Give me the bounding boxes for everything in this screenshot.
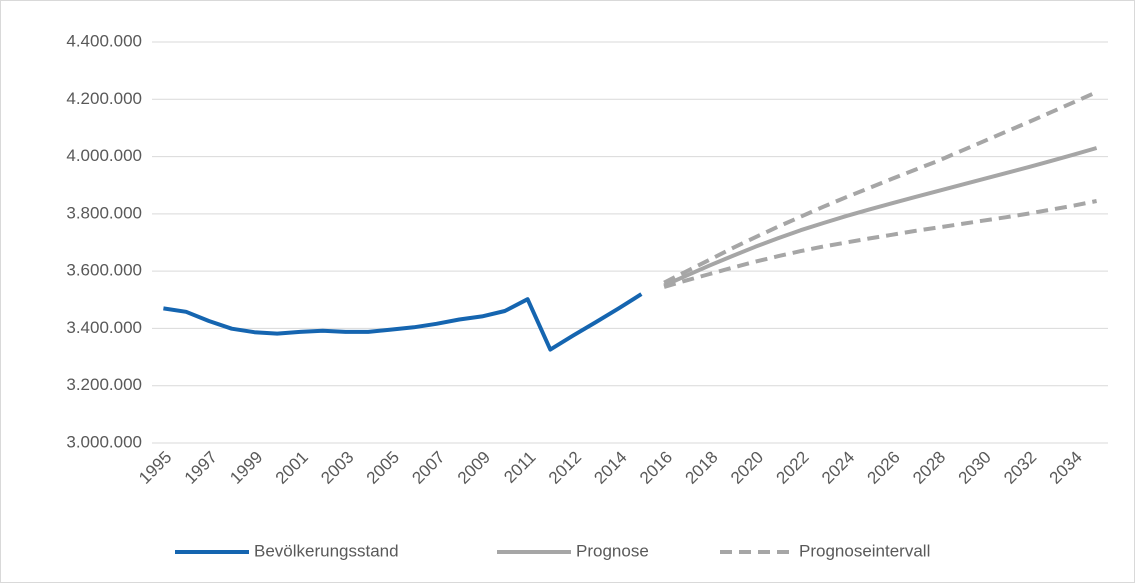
y-tick-label: 3.400.000	[66, 318, 142, 337]
legend-label: Prognose	[576, 541, 649, 560]
legend-label: Prognoseintervall	[799, 541, 930, 560]
y-tick-label: 4.000.000	[66, 146, 142, 165]
series-line	[663, 199, 1097, 289]
y-tick-label: 3.800.000	[66, 203, 142, 222]
y-tick-label: 3.200.000	[66, 375, 142, 394]
y-tick-label: 3.600.000	[66, 261, 142, 280]
y-tick-label: 4.400.000	[66, 31, 142, 50]
y-tick-label: 3.000.000	[66, 432, 142, 451]
series-line	[163, 292, 643, 352]
series-line	[663, 146, 1098, 288]
legend-label: Bevölkerungsstand	[254, 541, 399, 560]
y-tick-label: 4.200.000	[66, 89, 142, 108]
series-line	[663, 90, 1098, 285]
